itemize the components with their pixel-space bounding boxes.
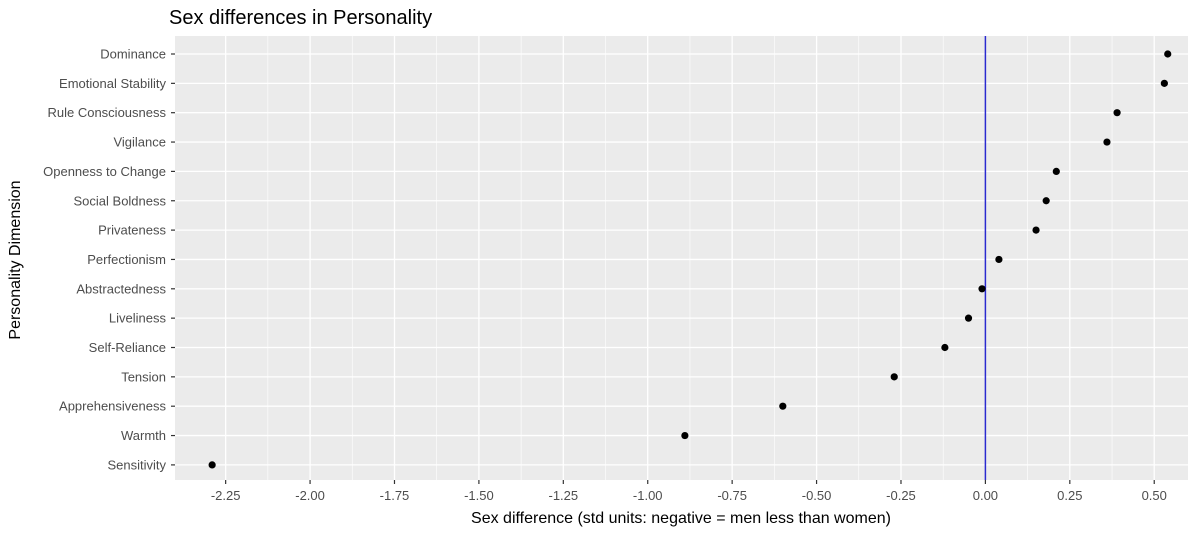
data-points [208, 50, 1172, 469]
x-tick-label: -1.75 [380, 488, 410, 503]
data-point-self-reliance [941, 343, 949, 352]
data-point-vigilance [1103, 138, 1111, 146]
grid-lines [175, 36, 1188, 480]
x-tick-label: -0.75 [717, 488, 747, 503]
x-tick-label: -2.00 [295, 488, 325, 503]
x-tick-label: -0.50 [802, 488, 832, 503]
x-tick-label: 0.00 [973, 488, 998, 503]
chart-title: Sex differences in Personality [169, 7, 432, 29]
x-tick-label: 0.25 [1057, 488, 1082, 503]
y-tick-label: Dominance [100, 47, 166, 62]
data-point-dominance [1164, 50, 1172, 58]
data-point-emotional-stability [1160, 79, 1168, 87]
y-axis-title: Personality Dimension [7, 180, 24, 339]
data-point-privateness [1032, 226, 1040, 234]
y-tick-label: Abstractedness [76, 281, 166, 296]
x-axis-title: Sex difference (std units: negative = me… [471, 510, 891, 527]
x-tick-label: -1.50 [464, 488, 494, 503]
x-tick-label: -1.25 [548, 488, 578, 503]
data-point-tension [890, 373, 898, 381]
data-point-openness-to-change [1052, 167, 1060, 175]
plot-panel [175, 36, 1188, 480]
x-tick-label: -2.25 [211, 488, 241, 503]
x-tick-label: -1.00 [633, 488, 663, 503]
data-point-abstractedness [978, 285, 986, 293]
y-tick-label: Emotional Stability [59, 76, 166, 91]
y-tick-label: Vigilance [113, 135, 166, 150]
x-tick-label: 0.50 [1142, 488, 1167, 503]
y-tick-label: Self-Reliance [89, 340, 166, 355]
data-point-liveliness [964, 314, 973, 322]
axes: Dominance Emotional Stability Rule Conscio… [43, 47, 1167, 504]
y-tick-label: Openness to Change [43, 164, 166, 179]
y-tick-label: Rule Consciousness [47, 105, 166, 120]
data-point-sensitivity [208, 461, 216, 469]
data-point-social-boldness [1042, 197, 1050, 205]
y-tick-label: Privateness [98, 223, 166, 238]
data-point-perfectionism [995, 255, 1003, 264]
y-tick-label: Warmth [121, 428, 166, 443]
y-tick-label: Sensitivity [107, 457, 166, 472]
y-tick-label: Perfectionism [87, 252, 166, 267]
data-point-warmth [681, 431, 689, 440]
y-tick-label: Tension [121, 369, 166, 384]
y-tick-label: Social Boldness [74, 193, 167, 208]
y-tick-label: Apprehensiveness [59, 399, 166, 414]
y-tick-label: Liveliness [109, 311, 167, 326]
data-point-apprehensiveness [779, 402, 787, 410]
x-tick-label: -0.25 [886, 488, 916, 503]
data-point-rule-consciousness [1113, 109, 1121, 117]
